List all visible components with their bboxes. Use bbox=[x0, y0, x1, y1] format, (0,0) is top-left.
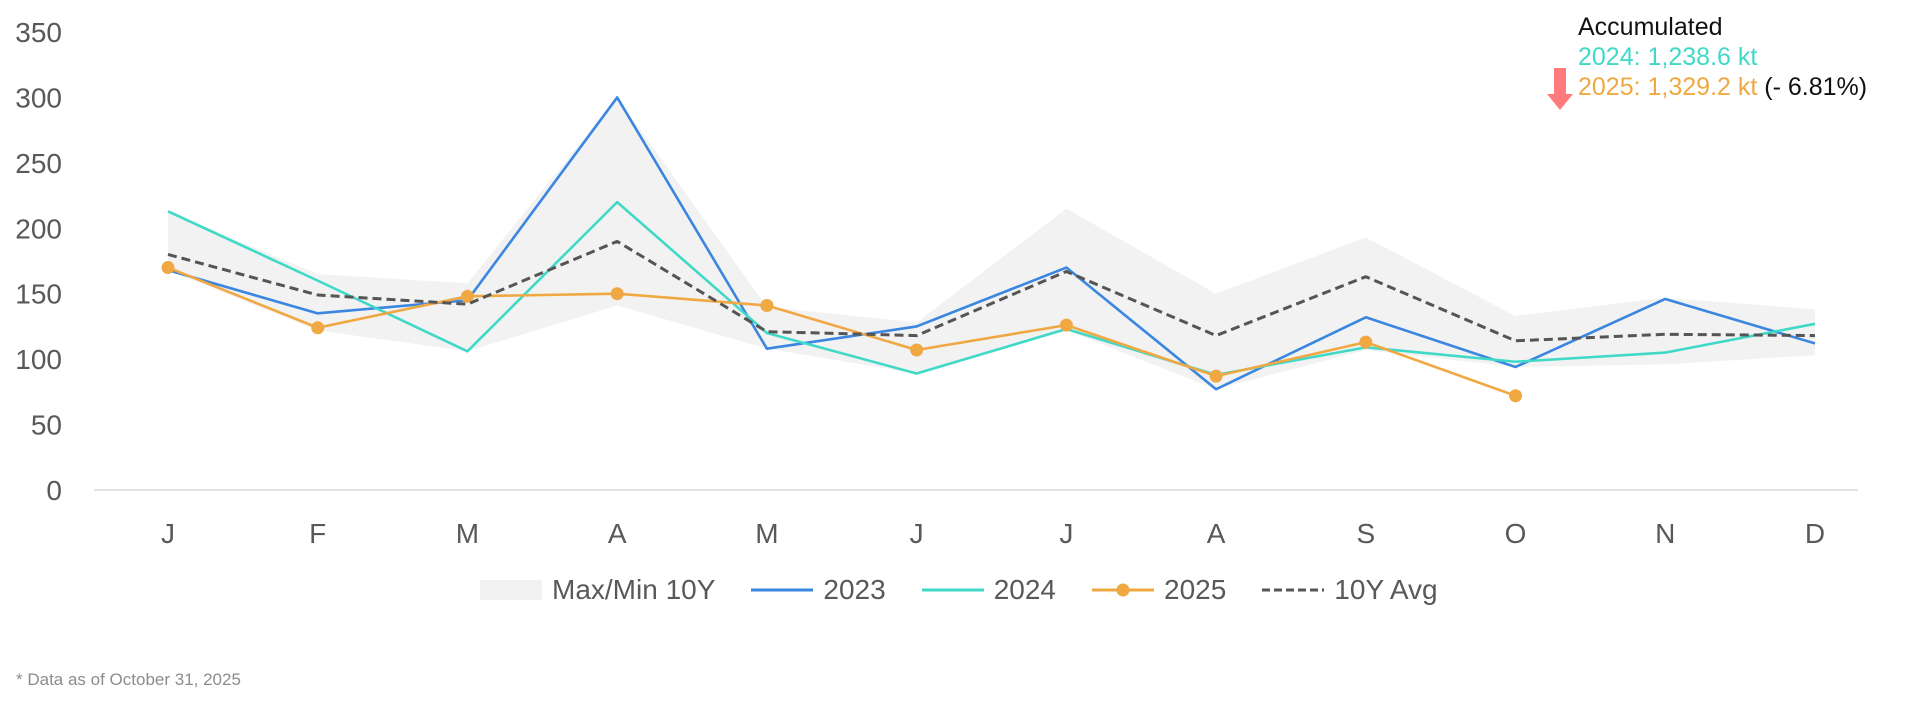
y-tick-label: 50 bbox=[31, 410, 62, 441]
point-2025 bbox=[161, 261, 175, 275]
legend-swatch bbox=[1262, 580, 1325, 600]
legend-label: 2025 bbox=[1164, 574, 1227, 605]
y-tick-label: 0 bbox=[46, 475, 62, 506]
legend-label: 10Y Avg bbox=[1334, 574, 1438, 605]
line-10y-avg bbox=[167, 239, 1816, 343]
x-tick-label: J bbox=[910, 518, 924, 549]
accumulated-change: (- 6.81%) bbox=[1764, 73, 1868, 101]
x-tick-label: N bbox=[1655, 518, 1675, 549]
accumulated-2025-row: 2025: 1,329.2 kt (- 6.81%) bbox=[1578, 72, 1867, 102]
point-2025 bbox=[1209, 369, 1223, 383]
legend-item-2025: 2025 bbox=[1092, 574, 1226, 606]
line-2024 bbox=[167, 200, 1816, 377]
x-tick-label: F bbox=[309, 518, 326, 549]
legend-swatch bbox=[1092, 580, 1154, 600]
point-2025 bbox=[760, 298, 774, 312]
legend-swatch bbox=[921, 580, 984, 600]
y-tick-label: 300 bbox=[15, 82, 62, 113]
max-min-band bbox=[168, 97, 1815, 390]
arrow-down-icon bbox=[1547, 68, 1573, 110]
x-tick-label: A bbox=[608, 518, 627, 549]
y-tick-label: 250 bbox=[15, 148, 62, 179]
y-tick-label: 200 bbox=[15, 213, 62, 244]
accumulated-title: Accumulated bbox=[1578, 13, 1723, 41]
legend-label: 2024 bbox=[993, 574, 1056, 605]
point-2025 bbox=[910, 343, 924, 357]
point-2025 bbox=[1059, 318, 1073, 332]
legend: Max/Min 10Y 2023 2024 2025 10Y Avg bbox=[480, 574, 1474, 606]
x-tick-label: M bbox=[755, 518, 778, 549]
legend-item-2024: 2024 bbox=[921, 574, 1056, 606]
x-tick-label: A bbox=[1207, 518, 1226, 549]
legend-swatch bbox=[480, 580, 542, 600]
x-tick-label: J bbox=[161, 518, 175, 549]
point-2025 bbox=[610, 287, 624, 301]
y-tick-label: 350 bbox=[15, 17, 62, 48]
y-tick-label: 100 bbox=[15, 344, 62, 375]
point-2025 bbox=[1509, 389, 1523, 403]
x-tick-label: M bbox=[456, 518, 479, 549]
legend-item-10y-avg: 10Y Avg bbox=[1262, 574, 1438, 606]
series-2025 bbox=[161, 261, 1523, 403]
legend-item-2023: 2023 bbox=[751, 574, 886, 606]
footnote: * Data as of October 31, 2025 bbox=[16, 670, 241, 689]
accumulated-2025: 2025: 1,329.2 kt bbox=[1578, 73, 1758, 101]
legend-label: Max/Min 10Y bbox=[552, 574, 716, 605]
x-tick-label: O bbox=[1505, 518, 1527, 549]
point-2025 bbox=[460, 289, 474, 303]
x-tick-label: S bbox=[1356, 518, 1375, 549]
legend-swatch bbox=[751, 580, 814, 600]
point-2025 bbox=[311, 321, 325, 335]
line-2025 bbox=[167, 266, 1516, 398]
series-10y-avg bbox=[167, 239, 1816, 343]
y-tick-label: 150 bbox=[15, 279, 62, 310]
x-tick-label: D bbox=[1805, 518, 1825, 549]
legend-label: 2023 bbox=[823, 574, 886, 605]
accumulated-box: Accumulated 2024: 1,238.6 kt 2025: 1,329… bbox=[1578, 12, 1867, 102]
series-2024 bbox=[167, 200, 1816, 377]
x-tick-label: J bbox=[1059, 518, 1073, 549]
legend-item-max-min-10y: Max/Min 10Y bbox=[480, 574, 715, 606]
point-2025 bbox=[1359, 335, 1373, 349]
accumulated-2024: 2024: 1,238.6 kt bbox=[1578, 43, 1758, 71]
